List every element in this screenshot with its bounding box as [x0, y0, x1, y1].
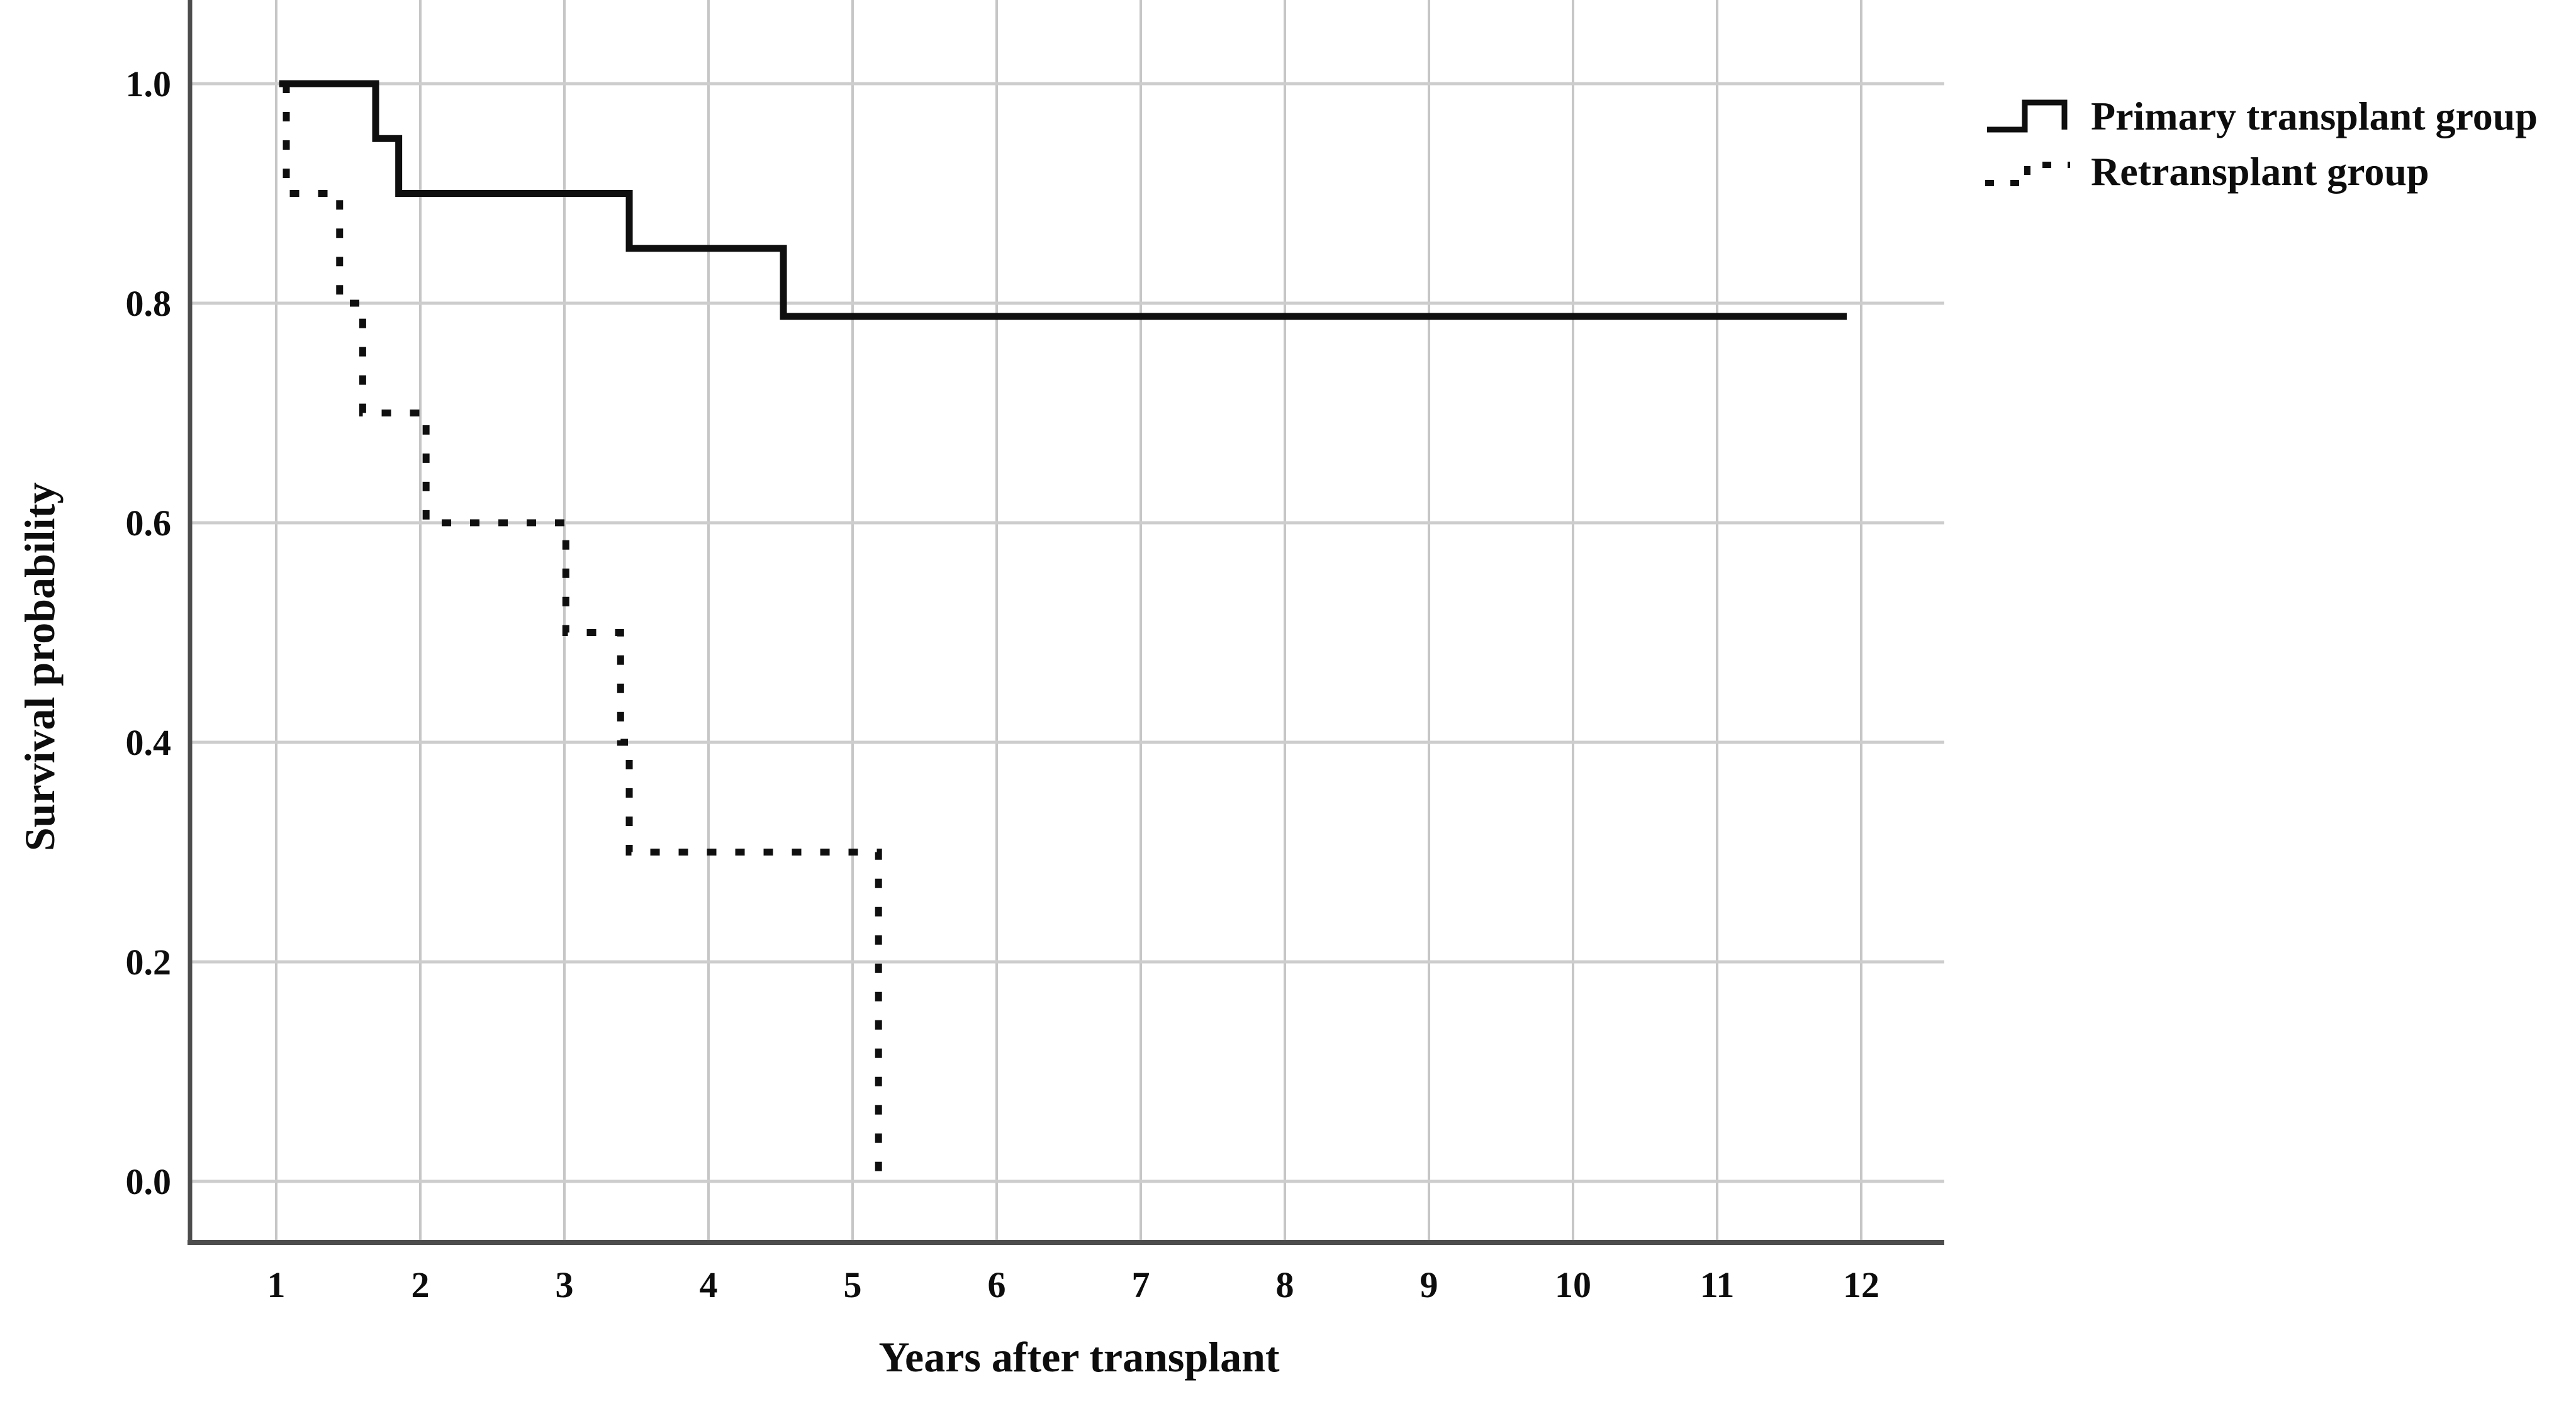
x-tick-label: 7 [1132, 1264, 1150, 1305]
x-tick-label: 2 [412, 1264, 430, 1305]
y-axis-title: Survival probability [16, 482, 64, 851]
x-tick-label: 5 [844, 1264, 862, 1305]
y-tick-label: 0.8 [126, 283, 172, 324]
series-line-retransplant [283, 84, 882, 1181]
legend-markers [1985, 99, 2070, 186]
y-tick-label: 0.0 [126, 1161, 172, 1202]
x-tick-labels: 1 2 3 4 5 6 7 8 9 10 11 12 [267, 1264, 1880, 1305]
legend-label-retransplant: Retransplant group [2091, 149, 2429, 194]
x-tick-label: 1 [267, 1264, 286, 1305]
y-tick-label: 1.0 [126, 64, 172, 104]
y-tick-label: 0.2 [126, 942, 172, 983]
x-tick-label: 9 [1420, 1264, 1438, 1305]
y-tick-label: 0.4 [126, 722, 172, 763]
legend-marker-dotted [1985, 162, 2070, 186]
legend: Primary transplant group Retransplant gr… [1985, 94, 2538, 194]
x-tick-label: 11 [1700, 1264, 1735, 1305]
x-tick-label: 3 [556, 1264, 574, 1305]
x-tick-label: 4 [700, 1264, 718, 1305]
series-lines [279, 80, 1847, 1181]
gridlines [190, 0, 1944, 1242]
x-axis-title: Years after transplant [878, 1333, 1279, 1381]
legend-label-primary: Primary transplant group [2091, 94, 2538, 138]
x-tick-label: 10 [1555, 1264, 1591, 1305]
legend-marker-solid [1987, 99, 2068, 133]
y-tick-label: 0.6 [126, 503, 172, 544]
x-tick-label: 12 [1843, 1264, 1879, 1305]
series-line-primary [279, 80, 1847, 320]
axes [188, 0, 1944, 1245]
x-tick-label: 6 [988, 1264, 1006, 1305]
x-tick-label: 8 [1276, 1264, 1294, 1305]
y-tick-labels: 1.0 0.8 0.6 0.4 0.2 0.0 [126, 64, 172, 1202]
